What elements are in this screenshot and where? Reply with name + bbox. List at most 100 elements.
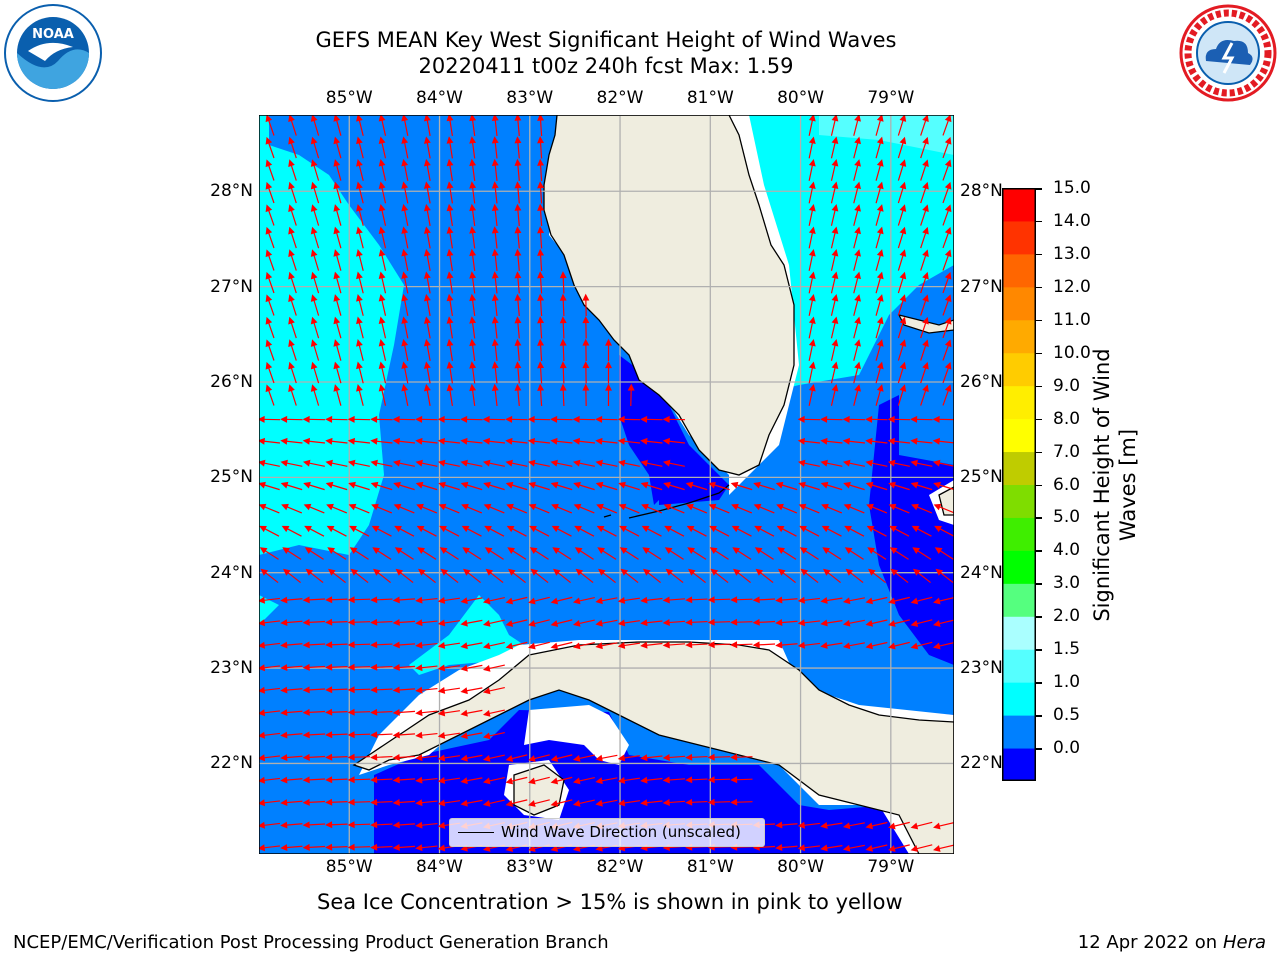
wave-direction-arrow <box>487 754 505 760</box>
wave-direction-arrow <box>290 118 297 136</box>
wave-direction-arrow <box>306 440 326 444</box>
wave-direction-arrowhead <box>910 620 919 627</box>
wave-direction-arrow <box>380 185 387 204</box>
wave-direction-arrowhead <box>438 481 446 489</box>
wave-direction-arrow <box>290 185 297 204</box>
coordinate-label: 80°W <box>777 857 825 877</box>
wave-direction-arrowhead <box>854 204 861 212</box>
wave-direction-arrowhead <box>899 361 907 370</box>
wave-direction-arrow <box>937 844 954 850</box>
wave-direction-arrowhead <box>514 203 522 211</box>
wave-direction-arrowhead <box>282 547 291 554</box>
wave-direction-arrowhead <box>469 361 477 369</box>
wave-direction-arrow <box>942 140 950 159</box>
wave-direction-arrow <box>915 549 932 560</box>
wave-direction-arrowhead <box>370 821 378 829</box>
wave-direction-arrow <box>351 733 371 736</box>
wave-direction-arrow <box>267 298 275 316</box>
wave-direction-arrow <box>830 343 837 361</box>
wave-direction-arrow <box>897 298 905 316</box>
wave-direction-arrowhead <box>662 596 670 604</box>
wave-direction-arrowhead <box>259 731 266 739</box>
wave-direction-arrowhead <box>356 204 363 212</box>
wave-direction-arrowhead <box>618 503 627 511</box>
wave-direction-arrowhead <box>347 596 355 604</box>
wave-direction-arrow <box>358 163 364 181</box>
wave-direction-arrowhead <box>370 798 378 806</box>
wave-direction-arrow <box>312 163 320 181</box>
wave-direction-arrowhead <box>325 821 333 829</box>
wave-direction-arrowhead <box>528 845 536 852</box>
wave-direction-arrowhead <box>423 316 431 324</box>
wave-direction-arrowhead <box>349 525 357 533</box>
wave-direction-arrowhead <box>370 415 378 423</box>
colorbar-tick-mark <box>1036 188 1042 190</box>
wave-direction-arrow <box>830 388 837 406</box>
wave-direction-arrow <box>847 642 865 647</box>
wave-direction-arrow <box>261 845 281 849</box>
wave-direction-arrow <box>554 596 573 603</box>
wave-direction-arrowhead <box>572 844 581 852</box>
wave-direction-arrowhead <box>595 597 603 605</box>
wave-direction-arrowhead <box>347 663 355 671</box>
wave-direction-arrow <box>509 596 528 603</box>
wave-direction-arrowhead <box>505 597 514 605</box>
wave-direction-arrowhead <box>370 708 378 716</box>
wave-direction-arrowhead <box>922 271 929 280</box>
wave-direction-arrowhead <box>933 620 941 627</box>
wave-direction-arrowhead <box>482 597 491 605</box>
wave-direction-arrowhead <box>446 383 454 392</box>
wave-direction-arrowhead <box>899 136 907 145</box>
wave-direction-arrow <box>808 343 814 361</box>
wave-direction-arrow <box>942 275 950 294</box>
wave-direction-arrow <box>306 643 326 646</box>
wave-direction-arrowhead <box>808 293 816 302</box>
wave-direction-arrow <box>734 756 753 758</box>
wave-direction-arrow <box>510 549 527 560</box>
wave-direction-arrow <box>803 570 819 584</box>
wave-direction-arrow <box>689 620 708 624</box>
colorbar-tick-label: 2.0 <box>1053 606 1081 627</box>
wave-direction-arrow <box>443 549 459 560</box>
wave-direction-arrow <box>756 620 776 624</box>
wave-direction-arrowhead <box>325 415 333 423</box>
wave-direction-arrow <box>734 778 753 781</box>
wave-direction-arrow <box>494 207 498 227</box>
wave-direction-arrow <box>335 185 342 204</box>
wave-direction-arrow <box>358 118 364 136</box>
wave-direction-arrowhead <box>280 641 288 649</box>
wave-direction-arrow <box>330 527 347 537</box>
wave-direction-arrowhead <box>640 641 648 649</box>
wave-direction-arrowhead <box>686 503 694 511</box>
colorbar-tick-label: 0.0 <box>1053 738 1081 759</box>
wave-direction-arrow <box>396 710 416 714</box>
wave-direction-arrowhead <box>491 203 499 212</box>
wave-direction-arrowhead <box>597 547 606 554</box>
map-panel <box>259 115 954 854</box>
wave-direction-arrow <box>539 297 543 317</box>
wave-direction-arrowhead <box>754 547 763 554</box>
wave-direction-arrowhead <box>865 822 874 830</box>
wave-direction-arrow <box>915 527 932 537</box>
wave-direction-arrow <box>351 756 371 758</box>
wave-direction-arrow <box>853 388 859 406</box>
wave-direction-arrowhead <box>460 459 468 467</box>
coordinate-label: 23°N <box>960 658 1003 679</box>
wave-direction-arrowhead <box>537 271 545 279</box>
wave-direction-arrowhead <box>944 159 952 168</box>
wave-direction-arrow <box>290 275 297 294</box>
wave-direction-arrow <box>779 505 798 514</box>
wave-direction-arrow <box>517 365 520 384</box>
wave-direction-arrowhead <box>415 459 423 467</box>
wave-direction-arrowhead <box>731 503 739 511</box>
wave-direction-arrow <box>396 845 416 849</box>
wave-direction-arrow <box>374 598 393 601</box>
wave-direction-arrow <box>306 688 326 691</box>
wave-direction-arrowhead <box>559 361 567 369</box>
wave-direction-arrowhead <box>347 437 356 445</box>
wave-direction-arrowhead <box>527 459 536 467</box>
wave-direction-arrow <box>374 778 393 781</box>
wave-direction-arrowhead <box>505 800 514 807</box>
wave-direction-arrow <box>554 799 573 805</box>
wave-direction-arrow <box>532 641 550 648</box>
